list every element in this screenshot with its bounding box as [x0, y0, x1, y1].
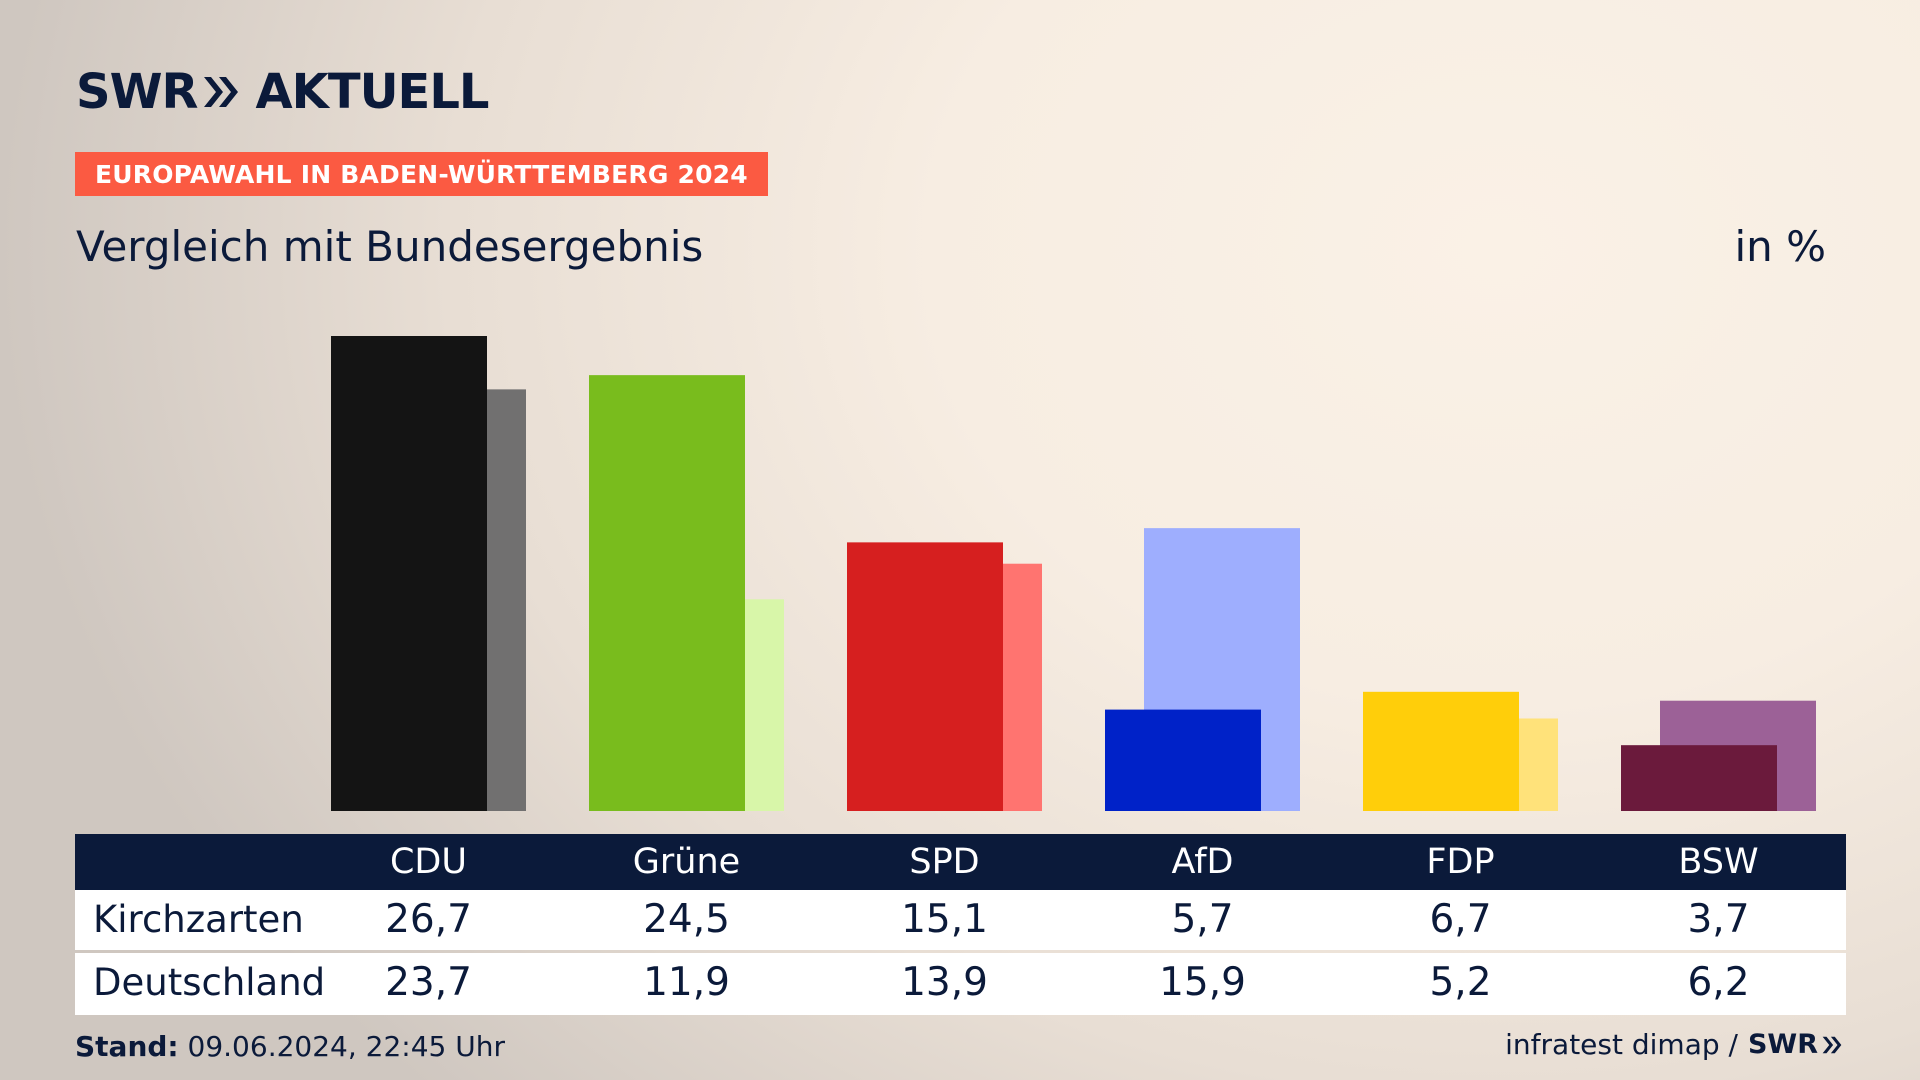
bar-chart	[331, 336, 1816, 811]
source-brand: SWR	[1747, 1029, 1818, 1060]
value-cell: 23,7	[385, 960, 472, 1005]
column-header-spd: SPD	[909, 842, 980, 882]
bar-bsw-kirchzarten	[1621, 745, 1777, 811]
column-header-grne: Grüne	[632, 842, 741, 882]
table-row: Kirchzarten 26,7 24,5 15,1 5,7 6,7 3,7	[75, 890, 1846, 950]
column-header-cdu: CDU	[389, 842, 467, 882]
value-cell: 6,2	[1687, 960, 1750, 1005]
chart-subtitle: Vergleich mit Bundesergebnis	[76, 222, 704, 271]
swr-aktuell-logo: SWR AKTUELL	[76, 64, 490, 120]
logo-title: AKTUELL	[255, 64, 489, 120]
row-label-deutschland: Deutschland	[93, 961, 326, 1004]
timestamp: Stand: 09.06.2024, 22:45 Uhr	[75, 1030, 505, 1063]
double-chevron-icon	[1822, 1036, 1842, 1053]
stand-label: Stand:	[75, 1030, 179, 1063]
stand-value: 09.06.2024, 22:45 Uhr	[187, 1030, 505, 1063]
logo-brand: SWR	[76, 64, 198, 120]
unit-label: in %	[1734, 222, 1826, 271]
row-label-kirchzarten: Kirchzarten	[93, 898, 304, 941]
value-cell: 11,9	[643, 960, 730, 1005]
double-chevron-icon	[204, 77, 239, 107]
bar-afd-kirchzarten	[1105, 709, 1261, 811]
value-cell: 6,7	[1429, 897, 1492, 942]
value-cell: 24,5	[643, 897, 730, 942]
bar-grne-kirchzarten	[589, 375, 745, 811]
bar-fdp-kirchzarten	[1363, 691, 1519, 811]
value-cell: 15,9	[1159, 960, 1246, 1005]
value-cell: 13,9	[901, 960, 988, 1005]
event-badge: EUROPAWAHL IN BADEN-WÜRTTEMBERG 2024	[75, 152, 768, 196]
value-cell: 3,7	[1687, 897, 1750, 942]
value-cell: 5,2	[1429, 960, 1492, 1005]
table-header: CDU Grüne SPD AfD FDP BSW	[75, 834, 1846, 890]
column-header-afd: AfD	[1171, 842, 1234, 882]
value-cell: 15,1	[901, 897, 988, 942]
bar-cdu-kirchzarten	[331, 336, 487, 811]
results-table: CDU Grüne SPD AfD FDP BSW Kirchzarten 26,7 24,…	[75, 834, 1846, 1015]
bar-spd-kirchzarten	[847, 542, 1003, 811]
column-header-fdp: FDP	[1426, 842, 1495, 882]
column-header-bsw: BSW	[1678, 842, 1759, 882]
table-row: Deutschland 23,7 11,9 13,9 15,9 5,2 6,2	[75, 953, 1846, 1015]
value-cell: 26,7	[385, 897, 472, 942]
value-cell: 5,7	[1171, 897, 1234, 942]
source-text: infratest dimap /	[1505, 1028, 1738, 1061]
source-credit: infratest dimap / SWR	[1505, 1028, 1844, 1061]
